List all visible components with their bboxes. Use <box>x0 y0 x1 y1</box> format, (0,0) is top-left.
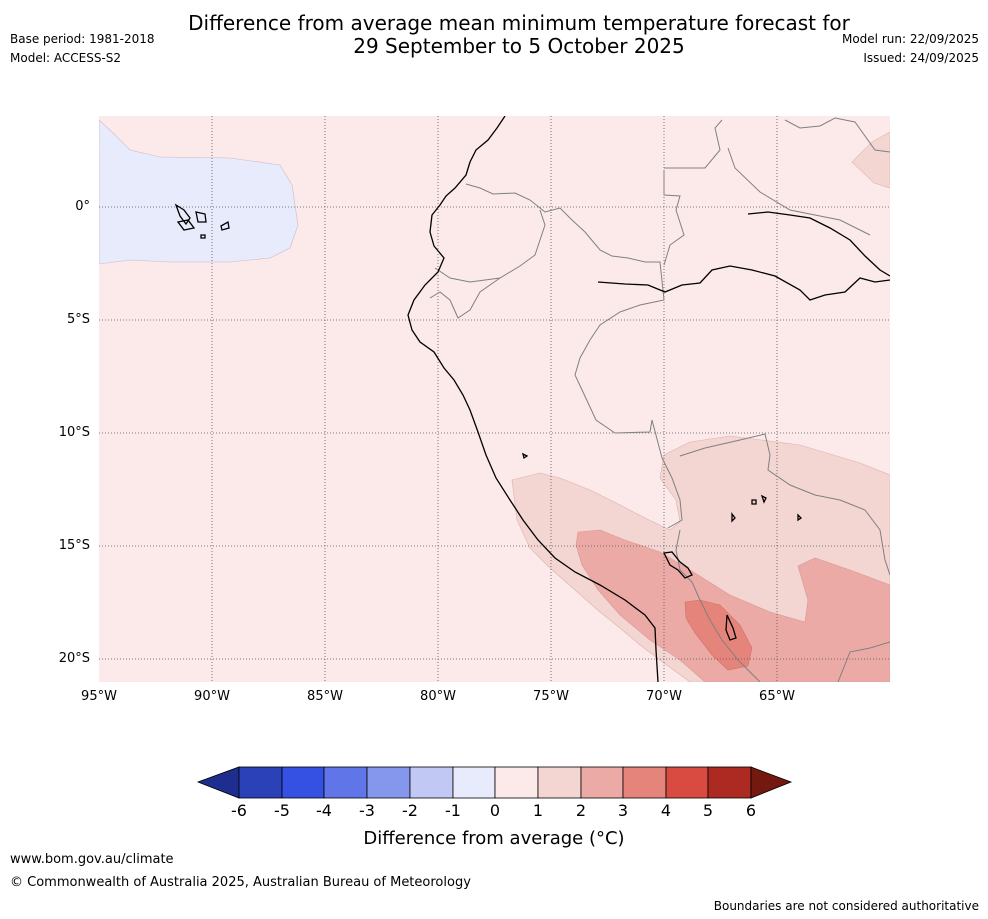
colorbar-bin-11 <box>665 766 709 799</box>
colorbar-bin-2 <box>281 766 325 799</box>
graticule <box>99 116 890 682</box>
lat-label-10s: 10°S <box>58 425 90 440</box>
colorbar-extend-low <box>196 766 240 799</box>
title-line-2: 29 September to 5 October 2025 <box>353 34 685 58</box>
model-run: Model run: 22/09/2025 <box>841 32 979 46</box>
title-line-1: Difference from average mean minimum tem… <box>188 11 850 35</box>
meta-right: Model run: 22/09/2025 Issued: 24/09/2025 <box>842 32 979 70</box>
coastlines <box>174 116 890 682</box>
footer-url: www.bom.gov.au/climate <box>10 852 174 867</box>
colorbar-bin-7 <box>494 766 539 799</box>
country-borders <box>429 117 890 682</box>
issued-date: Issued: 24/09/2025 <box>863 51 979 65</box>
colorbar-label: Difference from average (°C) <box>363 828 625 849</box>
model-name: Model: ACCESS-S2 <box>10 51 122 65</box>
colorbar-tick: -4 <box>316 801 332 820</box>
colorbar-bin-5 <box>409 766 454 799</box>
lat-label-15s: 15°S <box>58 538 90 553</box>
lat-label-0: 0° <box>75 199 90 214</box>
anomaly-zone-2-3 <box>575 529 890 682</box>
chart-title: Difference from average mean minimum tem… <box>0 12 988 58</box>
colorbar-bin-12 <box>707 766 752 799</box>
colorbar <box>196 766 793 799</box>
meta-left: Base period: 1981-2018 Model: ACCESS-S2 <box>10 32 155 70</box>
colorbar-tick: 0 <box>489 801 501 820</box>
base-period: Base period: 1981-2018 <box>10 32 155 46</box>
anomaly-zone-minus1-0 <box>99 119 299 265</box>
colorbar-bin-10 <box>622 766 667 799</box>
colorbar-tick: -3 <box>359 801 375 820</box>
colorbar-tick: -1 <box>445 801 461 820</box>
colorbar-tick: 6 <box>745 801 757 820</box>
colorbar-tick: -5 <box>274 801 290 820</box>
colorbar-tick: -2 <box>402 801 418 820</box>
colorbar-tick: 3 <box>617 801 629 820</box>
colorbar-bin-8 <box>537 766 582 799</box>
colorbar-tick: -6 <box>231 801 247 820</box>
lon-label-90w: 90°W <box>194 689 230 704</box>
colorbar-tick: 2 <box>575 801 587 820</box>
colorbar-bin-1 <box>238 766 283 799</box>
lon-label-65w: 65°W <box>759 689 795 704</box>
footer-copyright: © Commonwealth of Australia 2025, Austra… <box>10 875 471 890</box>
footer-disclaimer: Boundaries are not considered authoritat… <box>713 899 979 913</box>
lon-label-95w: 95°W <box>81 689 117 704</box>
colorbar-bin-6 <box>452 766 496 799</box>
lon-label-85w: 85°W <box>307 689 343 704</box>
lon-label-80w: 80°W <box>420 689 456 704</box>
lat-label-20s: 20°S <box>58 651 90 666</box>
anomaly-zone-1-2-north <box>851 131 890 189</box>
lon-label-70w: 70°W <box>646 689 682 704</box>
lat-label-5s: 5°S <box>66 312 90 327</box>
colorbar-tick: 5 <box>702 801 714 820</box>
colorbar-tick: 4 <box>660 801 672 820</box>
colorbar-tick: 1 <box>532 801 544 820</box>
colorbar-bin-3 <box>323 766 368 799</box>
colorbar-bin-9 <box>580 766 624 799</box>
lon-label-75w: 75°W <box>533 689 569 704</box>
colorbar-bin-4 <box>366 766 411 799</box>
colorbar-extend-high <box>750 766 793 799</box>
